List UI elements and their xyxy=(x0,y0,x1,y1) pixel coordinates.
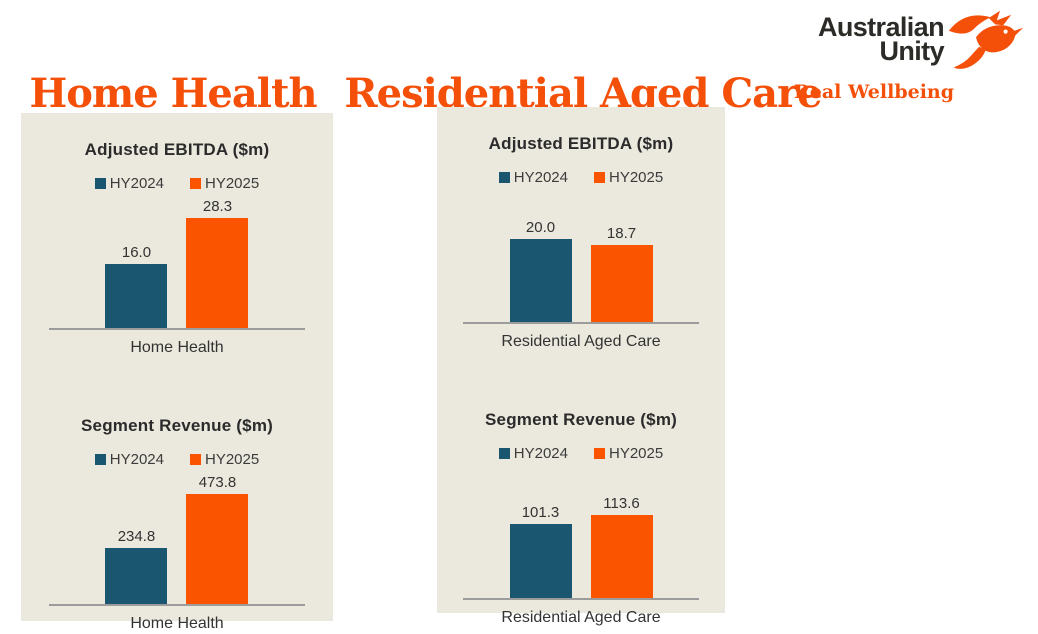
bar-value-label: 113.6 xyxy=(603,495,640,512)
chart-rac-revenue: Segment Revenue ($m) HY2024 HY2025 101.3… xyxy=(437,383,725,627)
legend-item-hy2024: HY2024 xyxy=(498,169,568,186)
legend-item-hy2025: HY2025 xyxy=(594,169,663,186)
bar-hy2024 xyxy=(105,548,168,604)
plot-area: 16.0 28.3 xyxy=(49,196,305,330)
x-axis-category-label: Home Health xyxy=(130,339,224,356)
x-axis-category-label: Home Health xyxy=(130,615,224,632)
bar-value-label: 473.8 xyxy=(198,474,237,491)
bar-hy2025 xyxy=(590,515,653,598)
legend-item-hy2024: HY2024 xyxy=(498,445,568,462)
bar-value-label: 16.0 xyxy=(121,244,152,261)
bar-hy2024 xyxy=(509,524,572,598)
bar-group-hy2024: 234.8 xyxy=(105,528,168,604)
bar-hy2024 xyxy=(105,264,168,328)
bar-group-hy2024: 16.0 xyxy=(105,244,168,328)
bar-group-hy2025: 28.3 xyxy=(186,198,249,328)
legend-item-hy2025: HY2025 xyxy=(190,451,259,468)
logo-tagline: Real Wellbeing xyxy=(793,81,955,103)
bar-value-label: 28.3 xyxy=(202,198,233,215)
bar-group-hy2025: 18.7 xyxy=(590,225,653,322)
bar-value-label: 18.7 xyxy=(606,225,637,242)
legend-label: HY2025 xyxy=(205,175,260,192)
legend-label: HY2024 xyxy=(109,175,164,192)
bar-hy2025 xyxy=(186,494,249,604)
chart-rac-ebitda: Adjusted EBITDA ($m) HY2024 HY2025 20.0 1… xyxy=(437,107,725,351)
legend-item-hy2025: HY2025 xyxy=(190,175,259,192)
legend-label: HY2025 xyxy=(205,451,260,468)
legend-item-hy2024: HY2024 xyxy=(94,451,164,468)
bar-group-hy2024: 20.0 xyxy=(509,219,572,322)
bar-group-hy2024: 101.3 xyxy=(509,504,572,598)
bar-value-label: 101.3 xyxy=(521,504,560,521)
chart-legend: HY2024 HY2025 xyxy=(498,445,663,462)
chart-title: Adjusted EBITDA ($m) xyxy=(488,134,674,153)
chart-legend: HY2024 HY2025 xyxy=(94,451,259,468)
legend-swatch-hy2025 xyxy=(594,172,605,183)
chart-home-health-ebitda: Adjusted EBITDA ($m) HY2024 HY2025 16.0 2… xyxy=(21,113,333,357)
x-axis-category-label: Residential Aged Care xyxy=(501,333,661,350)
hummingbird-icon xyxy=(948,10,1024,69)
legend-swatch-hy2025 xyxy=(190,178,201,189)
legend-swatch-hy2024 xyxy=(94,178,106,189)
legend-item-hy2025: HY2025 xyxy=(594,445,663,462)
logo-word-unity: Unity xyxy=(879,35,944,66)
logo-wordmark: Australian Unity xyxy=(817,12,945,66)
australian-unity-logo: Australian Unity Real Wellbeing xyxy=(792,10,1024,103)
bar-value-label: 20.0 xyxy=(525,219,556,236)
plot-area: 101.3 113.6 xyxy=(462,466,700,600)
bar-group-hy2025: 113.6 xyxy=(590,495,653,598)
plot-area: 234.8 473.8 xyxy=(49,472,305,606)
legend-label: HY2024 xyxy=(513,445,568,462)
chart-home-health-revenue: Segment Revenue ($m) HY2024 HY2025 234.8… xyxy=(21,389,333,633)
section-title-home-health: Home Health xyxy=(29,69,317,117)
bar-hy2025 xyxy=(186,218,249,328)
chart-title: Segment Revenue ($m) xyxy=(81,416,273,435)
legend-item-hy2024: HY2024 xyxy=(94,175,164,192)
plot-area: 20.0 18.7 xyxy=(462,190,700,324)
chart-legend: HY2024 HY2025 xyxy=(94,175,259,192)
chart-legend: HY2024 HY2025 xyxy=(498,169,663,186)
chart-title: Adjusted EBITDA ($m) xyxy=(84,140,270,159)
legend-label: HY2024 xyxy=(513,169,568,186)
bar-hy2025 xyxy=(590,245,653,322)
x-axis-category-label: Residential Aged Care xyxy=(501,609,661,626)
legend-swatch-hy2025 xyxy=(594,448,605,459)
bar-hy2024 xyxy=(509,239,572,322)
bar-group-hy2025: 473.8 xyxy=(186,474,249,604)
legend-label: HY2024 xyxy=(109,451,164,468)
legend-label: HY2025 xyxy=(609,445,664,462)
logo-word-australian: Australian xyxy=(817,12,945,42)
legend-swatch-hy2024 xyxy=(94,454,106,465)
residential-aged-care-panel: Adjusted EBITDA ($m) HY2024 HY2025 20.0 1… xyxy=(437,107,725,626)
legend-label: HY2025 xyxy=(609,169,664,186)
bar-value-label: 234.8 xyxy=(117,528,156,545)
legend-swatch-hy2024 xyxy=(498,448,510,459)
home-health-panel: Adjusted EBITDA ($m) HY2024 HY2025 16.0 2… xyxy=(21,113,333,632)
legend-swatch-hy2025 xyxy=(190,454,201,465)
chart-title: Segment Revenue ($m) xyxy=(485,410,677,429)
legend-swatch-hy2024 xyxy=(498,172,510,183)
